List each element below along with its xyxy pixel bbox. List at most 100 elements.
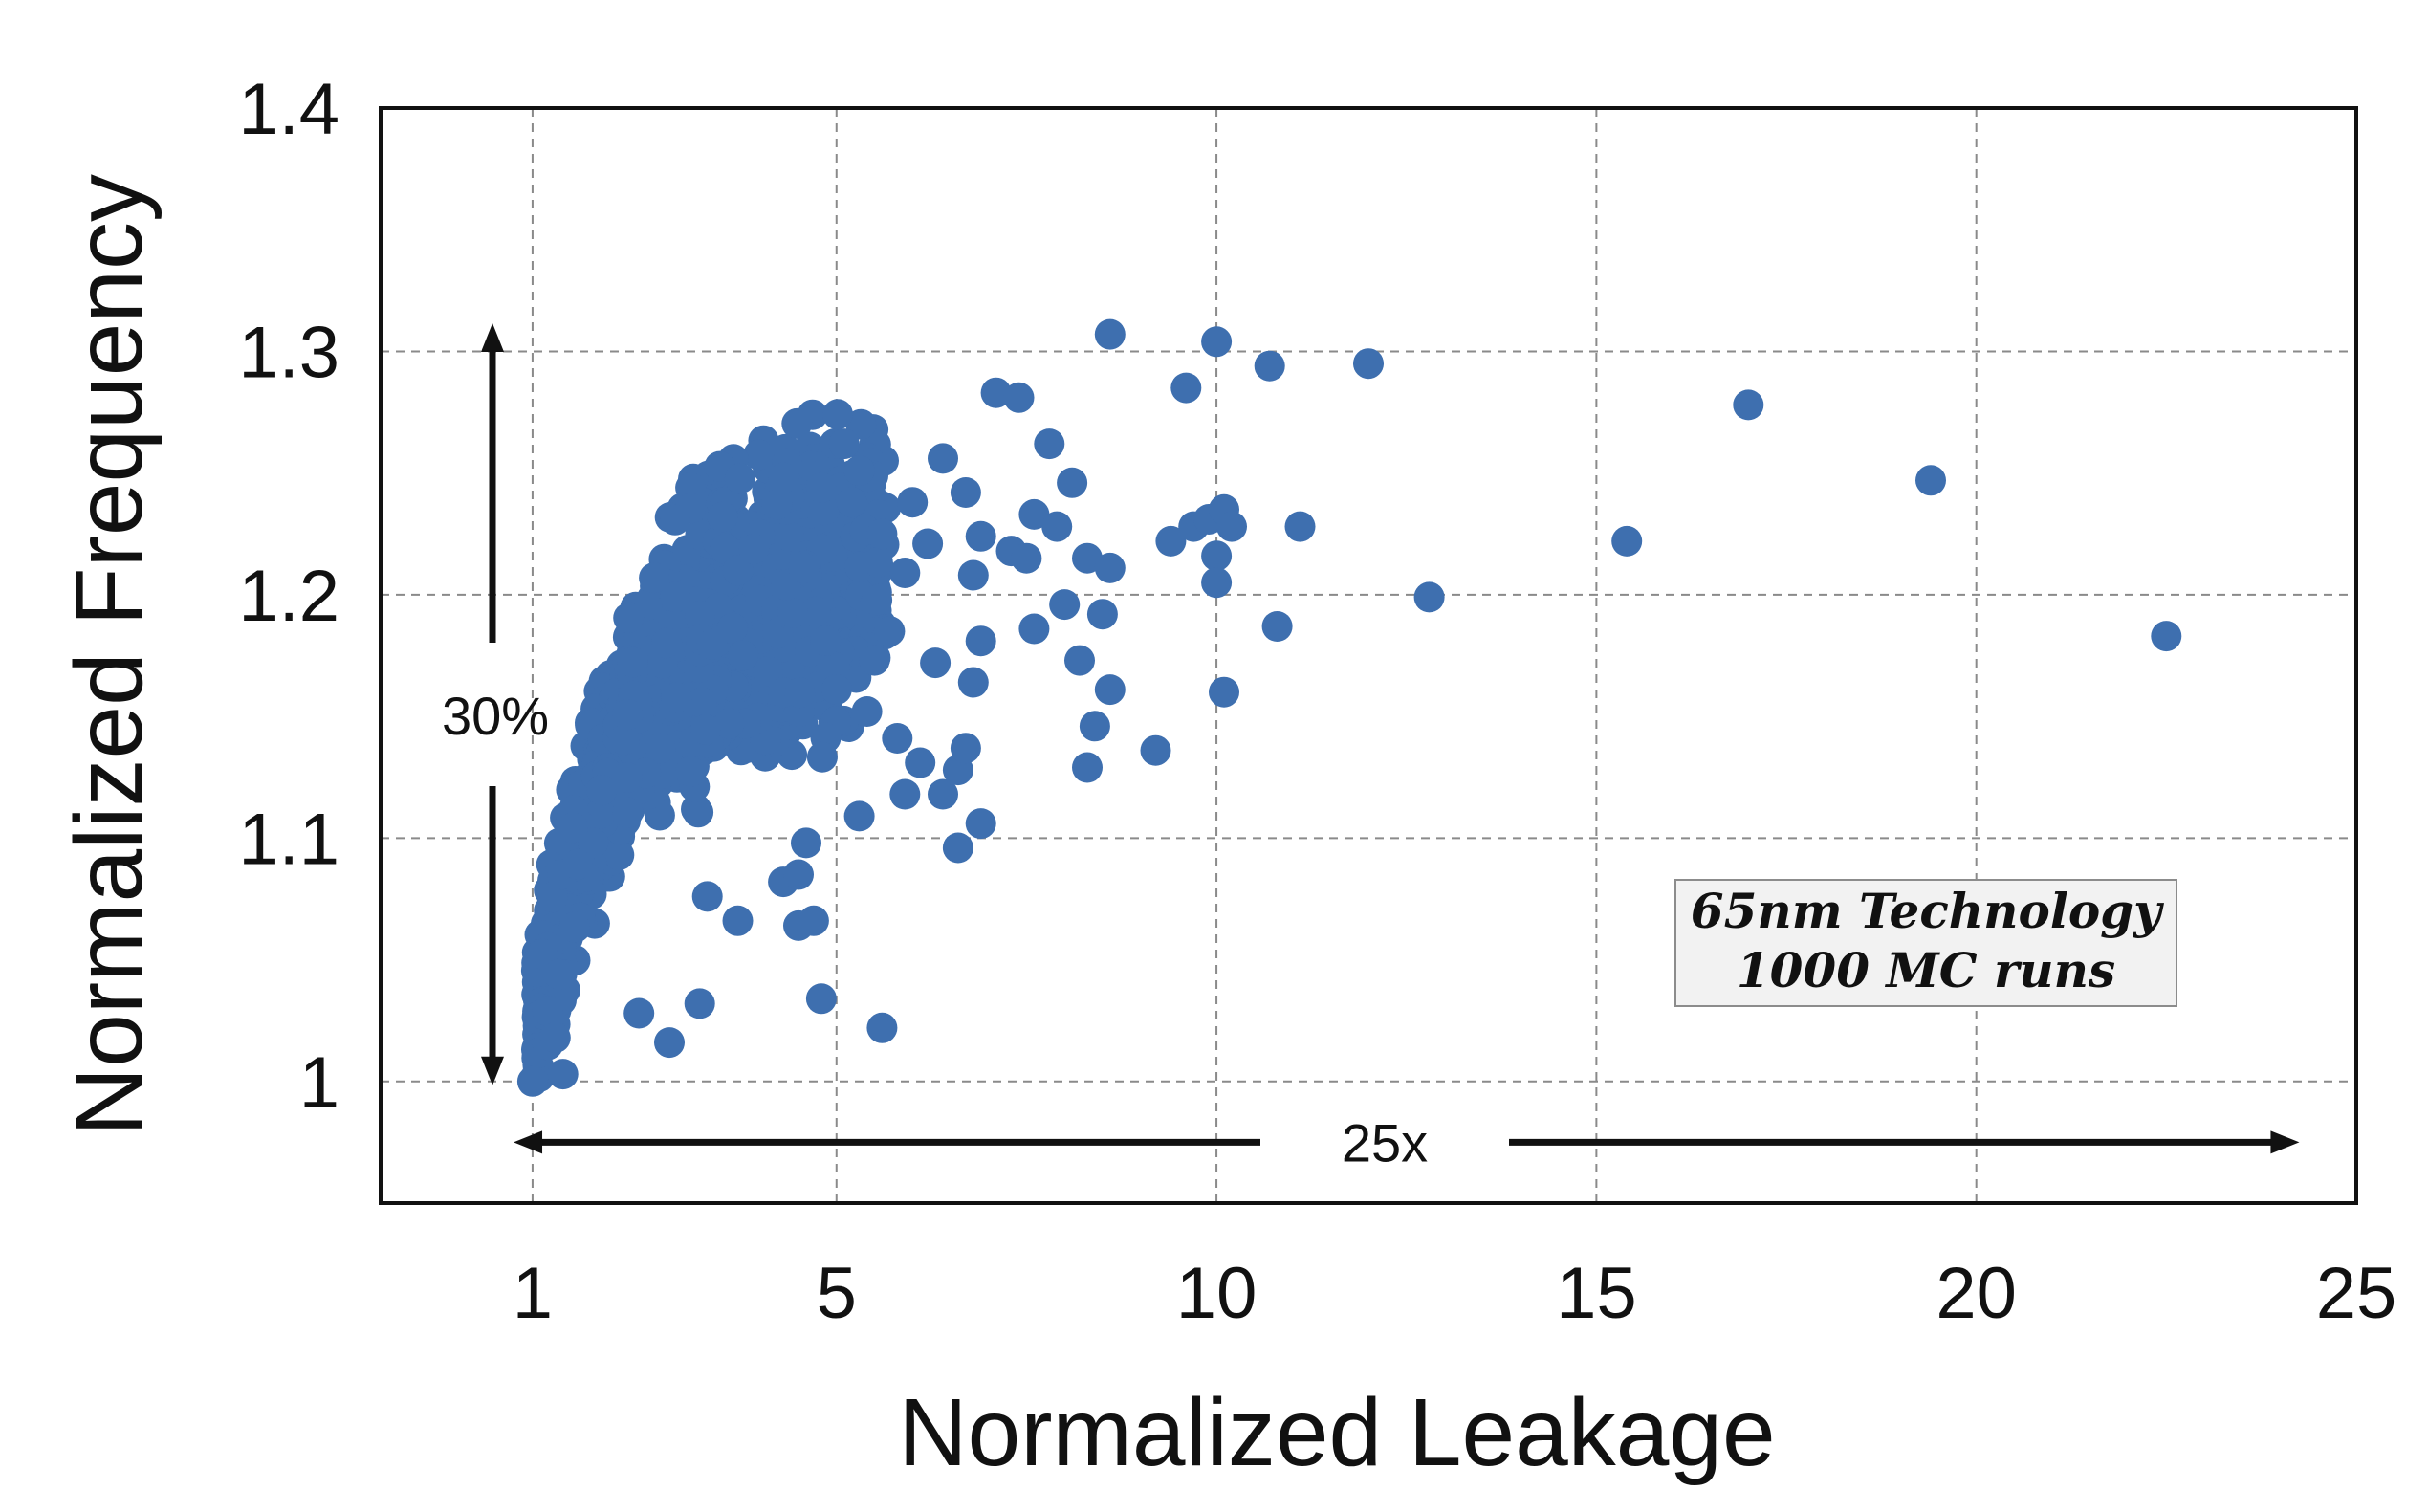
data-point	[561, 848, 593, 880]
data-point	[783, 859, 814, 890]
data-point	[727, 640, 758, 671]
data-point	[1611, 525, 1643, 557]
data-point	[691, 881, 723, 912]
data-point	[882, 723, 913, 754]
data-point	[777, 597, 808, 628]
data-point	[761, 489, 793, 520]
data-point	[1284, 511, 1316, 542]
x-tick-label-1: 1	[513, 1253, 553, 1334]
data-point	[586, 775, 618, 806]
data-point	[608, 724, 640, 756]
data-point	[822, 399, 853, 430]
data-point	[768, 462, 799, 493]
data-point	[781, 407, 813, 439]
data-point	[685, 601, 715, 631]
data-point	[654, 1027, 685, 1059]
data-point	[1201, 540, 1233, 572]
data-point	[651, 627, 683, 659]
data-point	[920, 647, 952, 679]
data-point	[623, 997, 655, 1029]
data-point	[1064, 645, 1095, 676]
data-point	[788, 553, 820, 584]
data-point	[661, 682, 692, 713]
data-point	[660, 581, 691, 613]
data-point	[874, 616, 906, 647]
data-point	[547, 1059, 579, 1090]
data-point	[1094, 674, 1126, 706]
data-point	[612, 699, 644, 731]
data-point	[1915, 465, 1946, 496]
data-point	[738, 534, 770, 564]
data-point	[612, 797, 644, 828]
textbox-frame	[1674, 879, 2177, 1007]
y-tick-label-1.4: 1.4	[238, 69, 339, 150]
data-point	[1018, 613, 1050, 645]
y-tick-label-1.1: 1.1	[238, 799, 339, 880]
data-point	[950, 733, 981, 764]
data-point	[722, 555, 754, 586]
x-tick-label-10: 10	[1176, 1253, 1258, 1334]
data-point	[1041, 511, 1073, 542]
data-point	[1353, 348, 1384, 380]
data-point	[1170, 372, 1202, 404]
textbox-line-runs: 1000 MC runs	[1737, 942, 2115, 998]
data-point	[820, 674, 852, 706]
data-point	[1413, 581, 1445, 613]
data-point	[1733, 389, 1764, 421]
data-point	[684, 988, 715, 1019]
data-point	[928, 778, 958, 810]
data-point	[965, 520, 996, 552]
data-point	[722, 905, 754, 936]
data-point	[683, 797, 714, 828]
data-point	[645, 733, 676, 764]
data-point	[639, 562, 670, 594]
data-point	[717, 612, 748, 644]
data-point	[798, 905, 829, 936]
data-point	[1254, 350, 1285, 382]
data-point	[1201, 326, 1233, 358]
data-point	[543, 958, 575, 990]
plot-frame	[379, 106, 2358, 1205]
data-point	[957, 559, 989, 591]
data-point	[843, 800, 875, 832]
data-point	[806, 741, 838, 773]
x-axis-title: Normalized Leakage	[898, 1379, 1775, 1486]
data-point	[820, 651, 850, 683]
arrow-30pct-head-up	[481, 323, 504, 352]
y-axis-title: Normalized Frequency	[55, 174, 163, 1136]
data-point	[805, 471, 837, 503]
data-point	[743, 439, 775, 471]
data-point	[713, 708, 745, 739]
data-point	[851, 696, 883, 727]
data-point	[889, 558, 921, 588]
x-tick-label-20: 20	[1936, 1253, 2017, 1334]
data-point	[1057, 467, 1088, 498]
data-points	[516, 318, 2182, 1097]
data-point	[957, 667, 989, 698]
data-point	[558, 911, 590, 943]
data-point	[1094, 318, 1126, 350]
data-point	[808, 494, 840, 526]
data-point	[1261, 611, 1293, 642]
annotation-30pct: 30%	[442, 686, 549, 746]
data-point	[897, 487, 929, 518]
data-point	[942, 832, 973, 864]
data-point	[1072, 752, 1103, 783]
data-point	[965, 808, 996, 840]
data-point	[905, 747, 936, 778]
data-point	[696, 628, 728, 660]
data-point	[686, 687, 717, 718]
annotation-25x: 25x	[1342, 1112, 1428, 1172]
arrow-25x-head-right	[2270, 1130, 2300, 1154]
data-point	[724, 463, 755, 494]
data-point	[791, 827, 821, 859]
data-point	[928, 443, 958, 474]
data-point	[1034, 428, 1065, 460]
x-tick-label-5: 5	[817, 1253, 857, 1334]
x-tick-label-15: 15	[1556, 1253, 1637, 1334]
x-tick-label-25: 25	[2316, 1253, 2397, 1334]
data-point	[1201, 567, 1233, 599]
data-point	[836, 487, 867, 518]
data-point	[1049, 589, 1081, 621]
